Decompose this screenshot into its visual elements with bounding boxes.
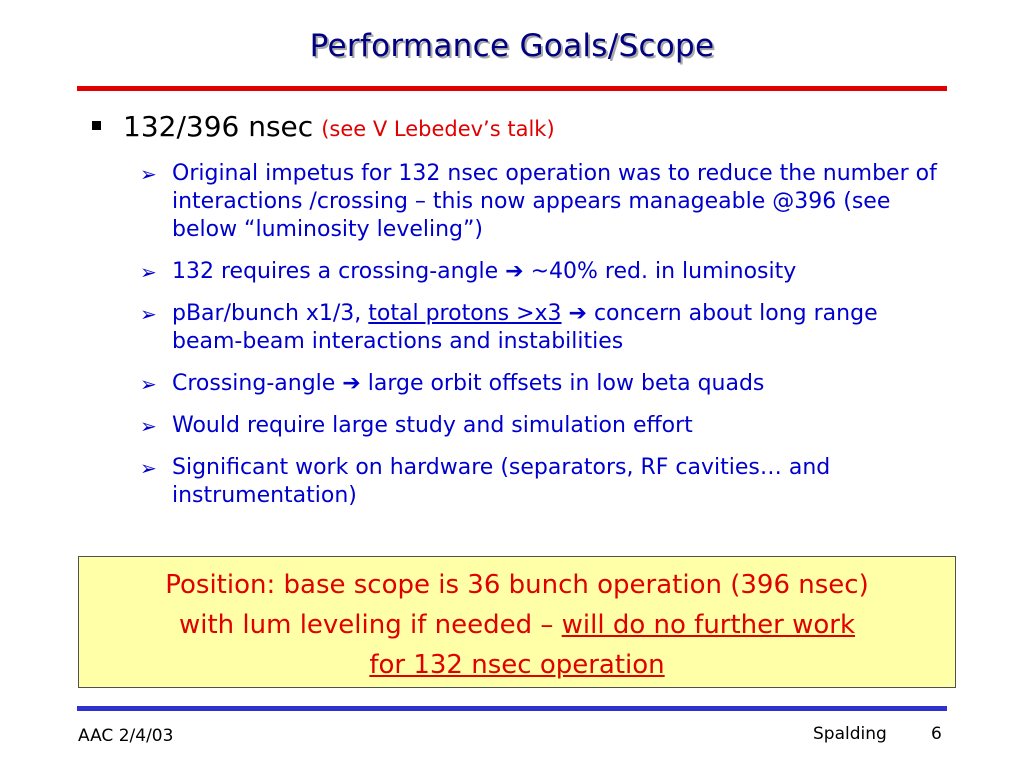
sub-bullet-item: ➢ Crossing-angle ➔ large orbit offsets i… — [140, 370, 940, 398]
sub-bullet-item: ➢ Original impetus for 132 nsec operatio… — [140, 160, 940, 244]
arrow-bullet-icon: ➢ — [140, 302, 157, 326]
footer-date: AAC 2/4/03 — [78, 726, 174, 746]
footer-author: Spalding — [813, 724, 887, 744]
sub-bullet-text-part: 132 requires a crossing-angle — [172, 259, 506, 284]
position-line-2-plain: with lum leveling if needed – — [178, 610, 562, 640]
sub-bullet-item: ➢ Would require large study and simulati… — [140, 412, 940, 440]
arrow-bullet-icon: ➢ — [140, 260, 157, 284]
sub-bullet-text: Would require large study and simulation… — [172, 413, 693, 438]
main-bullet: 132/396 nsec (see V Lebedev’s talk) — [92, 110, 555, 143]
position-line-3: for 132 nsec operation — [79, 645, 955, 685]
sub-bullet-item: ➢ pBar/bunch x1/3, total protons >x3 ➔ c… — [140, 300, 940, 356]
slide-title: Performance Goals/Scope — [309, 28, 715, 64]
position-statement-box: Position: base scope is 36 bunch operati… — [78, 556, 956, 688]
square-bullet-icon — [92, 121, 101, 130]
right-arrow-icon: ➔ — [505, 259, 524, 284]
position-line-3-underlined: for 132 nsec operation — [369, 650, 665, 680]
sub-bullet-text: pBar/bunch x1/3, total protons >x3 ➔ con… — [172, 300, 940, 356]
right-arrow-icon: ➔ — [568, 301, 587, 326]
sub-bullet-item: ➢ 132 requires a crossing-angle ➔ ~40% r… — [140, 258, 940, 286]
title-divider — [77, 86, 947, 91]
arrow-bullet-icon: ➢ — [140, 162, 157, 186]
sub-bullet-text: Significant work on hardware (separators… — [172, 455, 831, 508]
arrow-bullet-icon: ➢ — [140, 456, 157, 480]
position-line-1: Position: base scope is 36 bunch operati… — [165, 570, 869, 600]
sub-bullet-text-part: Crossing-angle — [172, 371, 343, 396]
position-line-2: with lum leveling if needed – will do no… — [79, 605, 955, 645]
arrow-bullet-icon: ➢ — [140, 414, 157, 438]
footer-divider — [77, 706, 947, 711]
arrow-bullet-icon: ➢ — [140, 372, 157, 396]
sub-bullet-text-part: pBar/bunch x1/3, — [172, 301, 369, 326]
sub-bullet-list: ➢ Original impetus for 132 nsec operatio… — [140, 160, 940, 524]
sub-bullet-text: Crossing-angle ➔ large orbit offsets in … — [172, 370, 940, 398]
sub-bullet-item: ➢ Significant work on hardware (separato… — [140, 454, 940, 510]
position-line-2-underlined: will do no further work — [561, 610, 856, 640]
sub-bullet-text-part: concern about long range beam-beam inter… — [172, 301, 878, 354]
sub-bullet-text: 132 requires a crossing-angle ➔ ~40% red… — [172, 258, 940, 286]
sub-bullet-text: Original impetus for 132 nsec operation … — [172, 161, 937, 242]
main-bullet-label: 132/396 nsec — [123, 110, 314, 143]
sub-bullet-text-part: ~40% red. in luminosity — [523, 259, 797, 284]
sub-bullet-underlined: total protons >x3 — [368, 301, 562, 326]
right-arrow-icon: ➔ — [342, 371, 361, 396]
sub-bullet-text-part: large orbit offsets in low beta quads — [360, 371, 765, 396]
main-bullet-note: (see V Lebedev’s talk) — [321, 117, 555, 141]
page-number: 6 — [931, 724, 942, 744]
